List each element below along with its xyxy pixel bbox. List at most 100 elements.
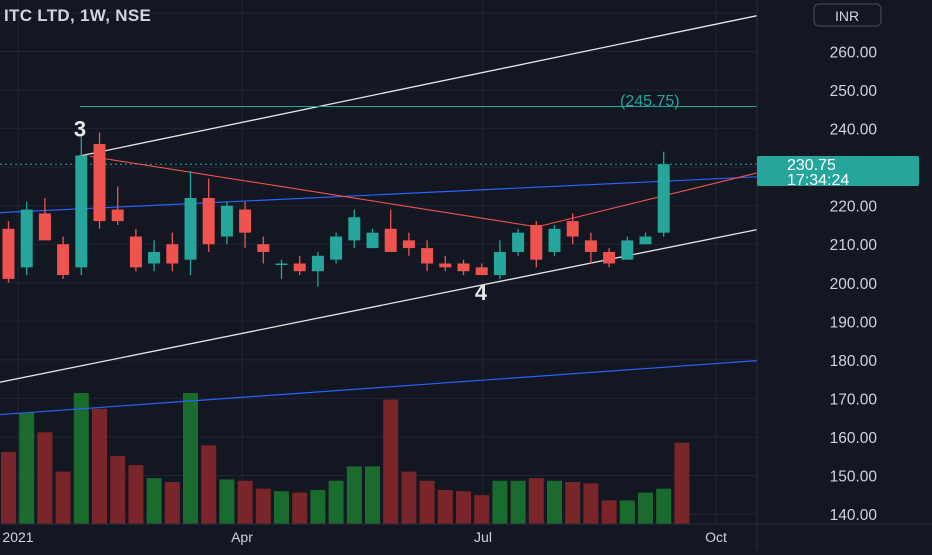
price-tick-label: 180.00 (830, 353, 878, 370)
volume-bar (19, 412, 35, 524)
volume-bar (73, 393, 89, 524)
candle-body (148, 251, 161, 264)
candle-body (257, 244, 270, 252)
candle-body (603, 251, 616, 264)
volume-bar (474, 495, 490, 524)
volume-bar (255, 488, 271, 524)
candle-body (639, 236, 652, 245)
projection-red-line (536, 172, 758, 228)
volume-bar (328, 480, 344, 524)
candle-body (202, 197, 215, 245)
candle-body (621, 240, 634, 260)
volume-bar (164, 482, 180, 524)
price-tick-label: 260.00 (830, 45, 878, 62)
wave-label-3: 3 (74, 116, 86, 141)
lower-blue-trendline (0, 360, 758, 416)
volume-bar (37, 432, 53, 524)
candle-body (75, 155, 88, 268)
currency-label: INR (835, 8, 859, 24)
price-tick-label: 170.00 (830, 391, 878, 408)
volume-bar (565, 482, 581, 524)
volume-bar (365, 466, 380, 524)
volume-bar (292, 492, 308, 524)
volume-bar (437, 489, 453, 524)
time-tick-label: Apr (231, 529, 253, 545)
wave-label-4: 4 (475, 280, 488, 305)
candle-body (2, 228, 15, 279)
volume-bar (510, 480, 526, 524)
candle-body (493, 251, 506, 276)
volume-bar (619, 500, 635, 524)
candle-body (348, 217, 361, 241)
volume-bar (547, 480, 562, 524)
chart-title: ITC LTD, 1W, NSE (4, 6, 151, 25)
drawing-lines (0, 15, 758, 416)
volume-bar (456, 491, 471, 524)
price-tick-label: 250.00 (830, 83, 878, 100)
volume-bar (310, 489, 326, 524)
volume-bar (528, 478, 544, 524)
target-price-label: (245.75) (620, 93, 680, 110)
candle-body (512, 232, 525, 252)
time-tick-label: 2021 (2, 529, 33, 545)
volume-bar (492, 480, 508, 524)
volume-bar (401, 471, 417, 524)
candle-body (111, 209, 124, 222)
volume-bar (274, 491, 289, 524)
volume-bar (237, 480, 253, 524)
candle-body (38, 213, 51, 241)
price-tick-label: 140.00 (830, 507, 878, 524)
price-tick-label: 160.00 (830, 430, 878, 447)
volume-bar (656, 488, 672, 524)
volume-bar (92, 408, 107, 524)
price-tick-label: 220.00 (830, 199, 878, 216)
price-tick-label: 240.00 (830, 122, 878, 139)
candle-body (275, 263, 288, 265)
candle-body (439, 263, 452, 268)
volume-bar (1, 451, 16, 524)
candle-body (657, 164, 670, 233)
candle-body (184, 197, 197, 260)
candle-body (93, 144, 106, 222)
volume-bar (419, 480, 435, 524)
volume-bar (146, 478, 162, 524)
volume-bar (55, 471, 71, 524)
candle-body (548, 228, 561, 252)
volume-bars (1, 393, 690, 524)
volume-bar (201, 445, 217, 524)
candle-body (402, 240, 415, 249)
candle-body (166, 244, 179, 264)
candle-body (384, 228, 397, 252)
volume-bar (638, 492, 653, 524)
candle-body (293, 263, 306, 272)
candle-body (566, 221, 579, 237)
volume-bar (383, 399, 399, 524)
time-tick-label: Oct (705, 529, 727, 545)
volume-bar (583, 483, 599, 524)
wave-red-line (89, 155, 538, 228)
volume-bar (346, 466, 362, 524)
candle-body (530, 224, 543, 260)
volume-bar (110, 455, 126, 524)
candle-body (366, 232, 379, 249)
candle-body (330, 236, 343, 260)
candle-body (311, 255, 324, 272)
candle-body (239, 209, 252, 233)
volume-bar (601, 500, 617, 524)
candle-body (421, 248, 434, 264)
volume-bar (128, 465, 144, 524)
volume-bar (674, 442, 690, 524)
candle-body (57, 244, 70, 276)
price-tick-label: 150.00 (830, 468, 878, 485)
currency-button[interactable]: INR (813, 3, 882, 27)
candles (2, 132, 670, 287)
time-tick-label: Jul (474, 529, 492, 545)
candle-body (20, 209, 33, 268)
channel-upper-line (77, 15, 758, 157)
volume-bar (219, 479, 235, 524)
upper-blue-trendline (0, 176, 758, 214)
last-price-tag: 230.75 17:34:24 (757, 156, 919, 189)
